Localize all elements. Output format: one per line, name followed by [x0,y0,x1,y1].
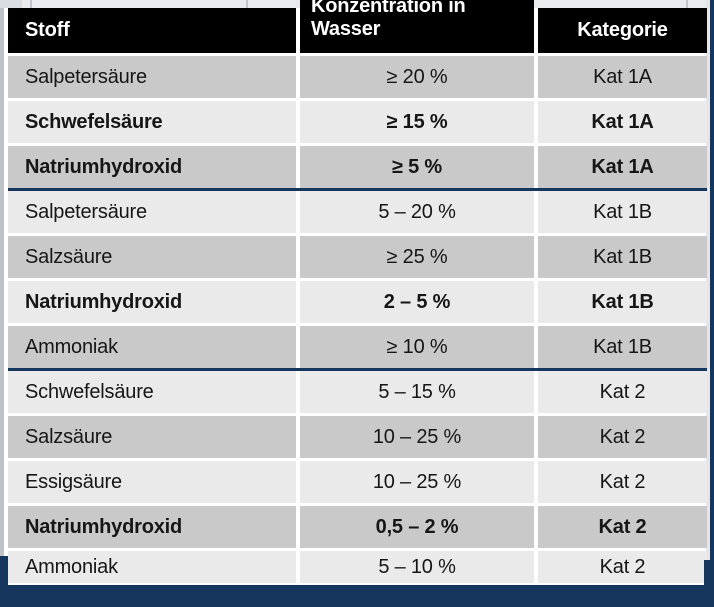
cell-konzentration: 5 – 15 % [300,371,534,413]
cell-stoff: Ammoniak [8,326,296,368]
header-label-kategorie: Kategorie [577,19,668,41]
header-cell-kategorie: Kategorie [538,8,707,53]
cell-stoff: Schwefelsäure [8,101,296,143]
cell-kategorie: Kat 1B [538,281,707,323]
cell-stoff: Essigsäure [8,461,296,503]
cell-stoff: Natriumhydroxid [8,506,296,548]
cell-konzentration: 5 – 20 % [300,191,534,233]
cell-konzentration: 0,5 – 2 % [300,506,534,548]
cell-stoff: Ammoniak [8,551,296,583]
cell-konzentration: ≥ 20 % [300,56,534,98]
cell-konzentration: ≥ 10 % [300,326,534,368]
header-label-konzentration: Konzentration in Wasser [311,0,466,40]
cell-kategorie: Kat 1A [538,146,707,188]
top-edge-block [0,0,22,8]
top-edge-line [246,0,248,8]
cell-konzentration: ≥ 15 % [300,101,534,143]
cell-kategorie: Kat 2 [538,416,707,458]
cell-stoff: Salzsäure [8,236,296,278]
cell-kategorie: Kat 1B [538,326,707,368]
cell-stoff: Salzsäure [8,416,296,458]
right-edge-gap [706,0,710,607]
cell-stoff: Schwefelsäure [8,371,296,413]
cell-kategorie: Kat 1A [538,101,707,143]
cell-stoff: Natriumhydroxid [8,146,296,188]
cell-kategorie: Kat 2 [538,551,707,583]
table-row: Natriumhydroxid ≥ 5 % Kat 1A [8,146,707,188]
cell-konzentration: 2 – 5 % [300,281,534,323]
table-row: Schwefelsäure ≥ 15 % Kat 1A [8,101,707,143]
header-label-stoff: Stoff [25,19,70,41]
cell-konzentration: 10 – 25 % [300,416,534,458]
right-edge-bar [710,0,714,607]
table-row: Natriumhydroxid 0,5 – 2 % Kat 2 [8,506,707,548]
table-row: Salzsäure 10 – 25 % Kat 2 [8,416,707,458]
footer-left-corner [0,556,8,607]
cell-konzentration: ≥ 25 % [300,236,534,278]
table-row: Ammoniak ≥ 10 % Kat 1B [8,326,707,368]
footer-right-corner [704,560,714,607]
cell-stoff: Natriumhydroxid [8,281,296,323]
section-divider [8,188,707,191]
left-edge-line [0,8,4,556]
table-row: Salpetersäure ≥ 20 % Kat 1A [8,56,707,98]
top-edge-line [686,0,688,8]
cell-konzentration: ≥ 5 % [300,146,534,188]
table-row: Salpetersäure 5 – 20 % Kat 1B [8,191,707,233]
section-divider [8,368,707,371]
header-cell-stoff: Stoff [8,8,296,53]
table-row: Schwefelsäure 5 – 15 % Kat 2 [8,371,707,413]
table-body: Salpetersäure ≥ 20 % Kat 1A Schwefelsäur… [8,56,707,586]
cell-kategorie: Kat 2 [538,461,707,503]
cell-kategorie: Kat 1B [538,236,707,278]
slide-footer-bar [0,585,714,607]
table-row: Natriumhydroxid 2 – 5 % Kat 1B [8,281,707,323]
cell-kategorie: Kat 2 [538,506,707,548]
cell-konzentration: 10 – 25 % [300,461,534,503]
cell-stoff: Salpetersäure [8,56,296,98]
cell-kategorie: Kat 1B [538,191,707,233]
header-cell-konzentration: Konzentration in Wasser [300,0,534,53]
cell-stoff: Salpetersäure [8,191,296,233]
cell-kategorie: Kat 1A [538,56,707,98]
table-row: Salzsäure ≥ 25 % Kat 1B [8,236,707,278]
cell-kategorie: Kat 2 [538,371,707,413]
cell-konzentration: 5 – 10 % [300,551,534,583]
table-row: Essigsäure 10 – 25 % Kat 2 [8,461,707,503]
top-edge-line [30,0,32,8]
table-row: Ammoniak 5 – 10 % Kat 2 [8,551,707,583]
